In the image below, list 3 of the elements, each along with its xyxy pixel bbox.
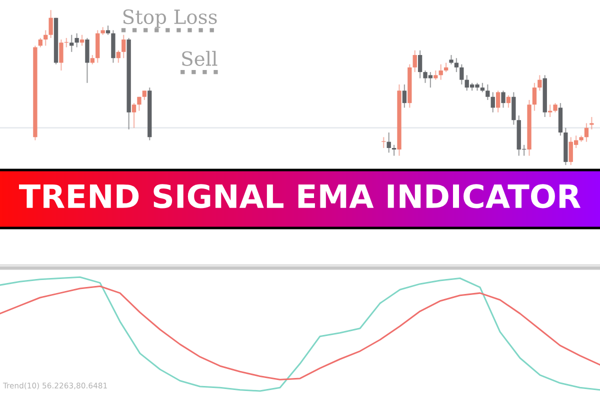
text: TREND SIGNAL EMA INDICATOR [18, 184, 581, 208]
ref-line-label: Stop Loss [123, 9, 217, 28]
ref-line-label: Sell [182, 50, 218, 66]
